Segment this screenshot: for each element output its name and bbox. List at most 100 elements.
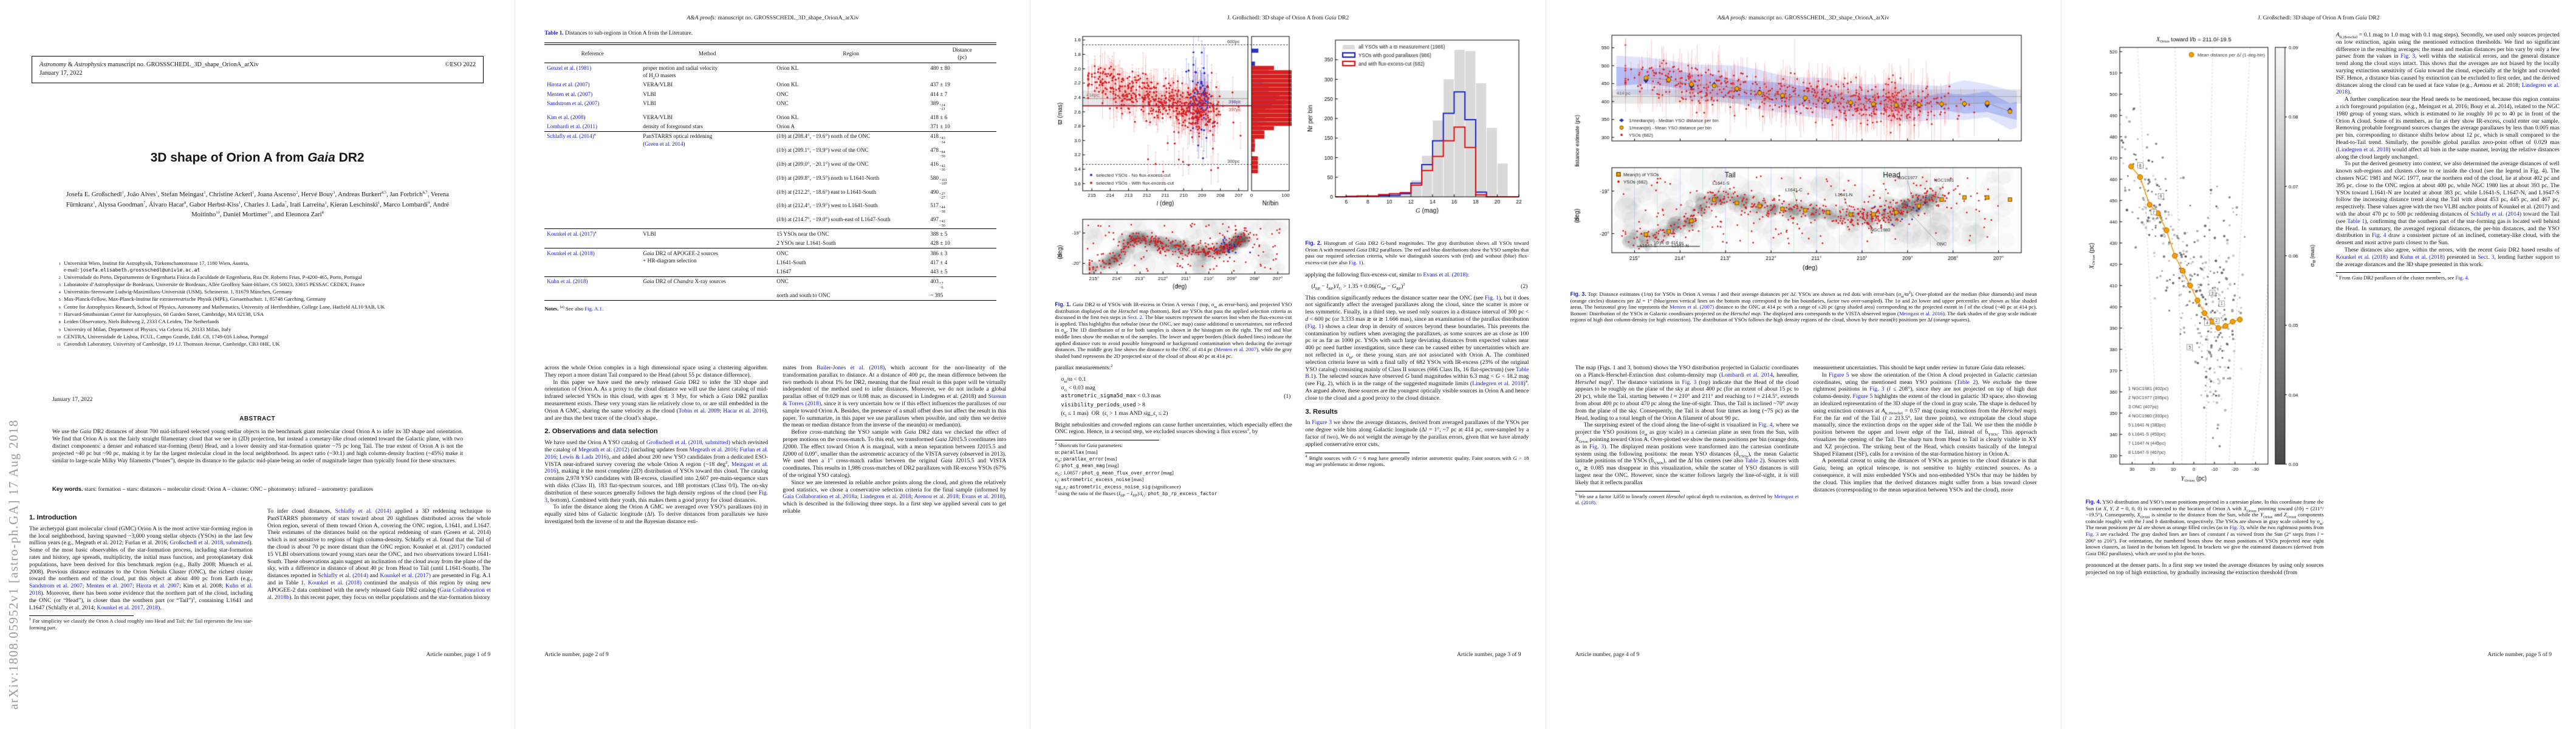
- page-footer: Article number, page 1 of 9: [426, 651, 491, 658]
- citation-link[interactable]: Fig. 3: [2085, 530, 2099, 537]
- citation-link[interactable]: Hirota et al. (2007): [547, 81, 590, 88]
- citation-link[interactable]: Schlafly et al. (2014): [547, 133, 594, 140]
- citation-link[interactable]: Stassun & Torres (2018): [783, 393, 1007, 407]
- citation-link[interactable]: Table 2: [1956, 378, 1976, 386]
- citation-link[interactable]: Lombardi et al. (2011): [547, 123, 598, 129]
- citation-link[interactable]: Green et al. 2014: [645, 140, 683, 147]
- citation-link[interactable]: Sect. 2: [1127, 314, 1143, 321]
- citation-link[interactable]: Kuhn et al. (2018): [547, 278, 588, 285]
- ref-cell[interactable]: Kuhn et al. (2018): [544, 276, 641, 301]
- method-cell: proper motion and radial velocity of H2O …: [643, 64, 718, 80]
- table-row: Sandstrom et al. (2007) VLBI ONC 389 +24 −21: [544, 98, 996, 112]
- citation-link[interactable]: Lewis & Lada 2016: [559, 453, 607, 460]
- citation-link[interactable]: Kounkel et al. (2018): [2335, 253, 2388, 261]
- citation-link[interactable]: Fig. 3: [1682, 378, 1697, 386]
- citation-link[interactable]: Lindegren et al. 2018: [860, 493, 911, 501]
- intro-paragraph-2: To infer cloud distances, Schlafly et al…: [267, 508, 492, 601]
- ref-cell[interactable]: Sandstrom et al. (2007): [544, 98, 640, 112]
- citation-link[interactable]: Fig. 4: [2085, 499, 2100, 505]
- citation-link[interactable]: Kim et al. (2008): [547, 114, 586, 120]
- citation-link[interactable]: Furlan et al. 2016: [544, 446, 769, 460]
- page-footer: Article number, page 5 of 9: [2487, 651, 2552, 658]
- citation-link[interactable]: Fig. 1: [1485, 294, 1499, 301]
- citation-link[interactable]: Fig. 3: [2229, 524, 2242, 531]
- citation-link[interactable]: Figure 5: [1829, 371, 1849, 378]
- citation-link[interactable]: Lindegren et al. 2018: [2335, 81, 2560, 96]
- citation-link[interactable]: Tobin et al. 2009: [678, 407, 720, 414]
- citation-link[interactable]: Fig. 3: [2400, 53, 2416, 60]
- ref-cell[interactable]: Lombardi et al. (2011): [544, 122, 640, 131]
- citation-link[interactable]: Table B.1: [1305, 366, 1529, 380]
- body-paragraph: To put the derived geometry into context…: [2335, 160, 2560, 247]
- citation-link[interactable]: Evans et al. (2018): [1423, 272, 1468, 279]
- ref-cell[interactable]: Kounkel et al. (2017)a: [544, 228, 641, 248]
- citation-link[interactable]: Fig. 1: [1307, 323, 1322, 330]
- citation-link[interactable]: Fig. 4: [2455, 275, 2468, 281]
- citation-link[interactable]: Fig. 3: [1570, 291, 1585, 297]
- citation-link[interactable]: Gaia Collaboration et al. 2018b: [267, 586, 491, 601]
- citation-link[interactable]: Gaia Collaboration et al. 2018a: [783, 493, 857, 501]
- citation-link[interactable]: Figure 5: [1852, 393, 1873, 400]
- region-cell: (l/b) at (209.0°, −20.1°) west of the ON…: [776, 160, 869, 167]
- table-row: Kounkel et al. (2018) Gaia DR2 of APOGEE-…: [544, 248, 997, 277]
- citation-link[interactable]: Fig. 1: [1348, 259, 1362, 265]
- citation-link[interactable]: Fig. 4: [1758, 422, 1773, 429]
- citation-link[interactable]: Bailer-Jones et al. (2018): [817, 364, 885, 371]
- citation-link[interactable]: Fig. 3: [544, 489, 769, 504]
- citation-link[interactable]: Evans et al. 2018: [961, 493, 1003, 501]
- citation-link[interactable]: Meingast et al. 2016: [544, 460, 769, 475]
- citation-link[interactable]: Kounkel et al. (2018): [307, 579, 362, 586]
- ref-cell[interactable]: Schlafly et al. (2014)a: [544, 131, 641, 229]
- citation-link[interactable]: Menten et al. 2007: [86, 583, 132, 590]
- citation-link[interactable]: Sandstrom et al. 2007: [29, 583, 83, 590]
- citation-link[interactable]: Fig. 3: [1869, 386, 1885, 393]
- ref-cell[interactable]: Menten et al. (2007): [544, 89, 640, 98]
- citation-link[interactable]: Kounkel et al. (2017): [547, 230, 595, 237]
- distance-cell: 480 ± 80: [930, 64, 950, 71]
- citation-link[interactable]: Fig. 3: [1589, 443, 1605, 450]
- citation-link[interactable]: Table 2: [1745, 457, 1763, 465]
- citation-link[interactable]: Hacar et al. 2016: [723, 407, 765, 414]
- page-5: J. Großschedl: 3D shape of Orion A from …: [2060, 0, 2576, 729]
- citation-link[interactable]: Sect. 3: [2478, 253, 2495, 261]
- citation-link[interactable]: Menten et al. 2007: [1216, 346, 1257, 353]
- table-1-caption: Table 1. Distances to sub-regions in Ori…: [544, 30, 693, 36]
- citation-link[interactable]: Table 1: [544, 30, 563, 36]
- citation-link[interactable]: Schlafly et al. (2014): [2470, 210, 2522, 217]
- ref-cell[interactable]: Genzel et al. (1981): [544, 63, 640, 80]
- citation-link[interactable]: Sandstrom et al. (2007): [547, 100, 600, 106]
- citation-link[interactable]: Kounkel et al. 2017, 2018: [97, 604, 159, 611]
- ref-cell[interactable]: Kounkel et al. (2018): [544, 248, 641, 277]
- citation-link[interactable]: Fig. 2: [1305, 240, 1320, 246]
- citation-link[interactable]: Menten et al. (2007): [1670, 304, 1714, 310]
- citation-link[interactable]: Fig. A.1: [584, 306, 602, 312]
- citation-link[interactable]: Lombardi et al. 2014: [1721, 371, 1773, 378]
- citation-link[interactable]: Kuhn et al. (2018): [2400, 253, 2445, 261]
- citation-link[interactable]: Schlafly et al. (2014): [318, 572, 368, 580]
- citation-link[interactable]: Meingast et al. 2016: [1899, 310, 1943, 317]
- citation-link[interactable]: Kuhn et al. 2018: [29, 583, 253, 597]
- citation-link[interactable]: Lindegren et al. 2018: [1472, 380, 1524, 388]
- citation-link[interactable]: Fig. 1: [1055, 301, 1069, 307]
- citation-link[interactable]: Lindegren et al. 2018: [2338, 146, 2389, 153]
- citation-link[interactable]: Fig. 4: [2371, 232, 2386, 239]
- citation-link[interactable]: Megeath et al. 2016: [689, 446, 737, 453]
- citation-link[interactable]: Großschedl et al. (2018, submitted): [646, 439, 730, 447]
- citation-link[interactable]: Menten et al. (2007): [547, 91, 593, 97]
- region-cell: Orion KL: [776, 81, 799, 88]
- ref-cell[interactable]: Hirota et al. (2007): [544, 80, 640, 89]
- citation-link[interactable]: Arenou et al. 2018: [914, 493, 959, 501]
- citation-link[interactable]: Kounkel et al. (2018): [547, 250, 595, 256]
- ref-cell[interactable]: Kim et al. (2008): [544, 112, 640, 122]
- citation-link[interactable]: Hirota et al. 2007: [136, 583, 180, 590]
- citation-link[interactable]: Kounkel et al. (2017): [380, 572, 431, 580]
- citation-link[interactable]: Meingast et al. (2018): [1575, 493, 1799, 505]
- citation-link[interactable]: Großschedl et al. 2018, submitted: [170, 539, 250, 547]
- citation-link[interactable]: Figure 3: [1312, 419, 1332, 426]
- citation-link[interactable]: Genzel et al. (1981): [547, 64, 592, 71]
- distance-cell: 490 +27 −27: [930, 188, 945, 200]
- citation-link[interactable]: Megeath et al. (2012): [578, 446, 629, 453]
- citation-link[interactable]: Schlafly et al. (2014): [335, 508, 391, 515]
- citation-link[interactable]: Table 1: [2347, 217, 2365, 225]
